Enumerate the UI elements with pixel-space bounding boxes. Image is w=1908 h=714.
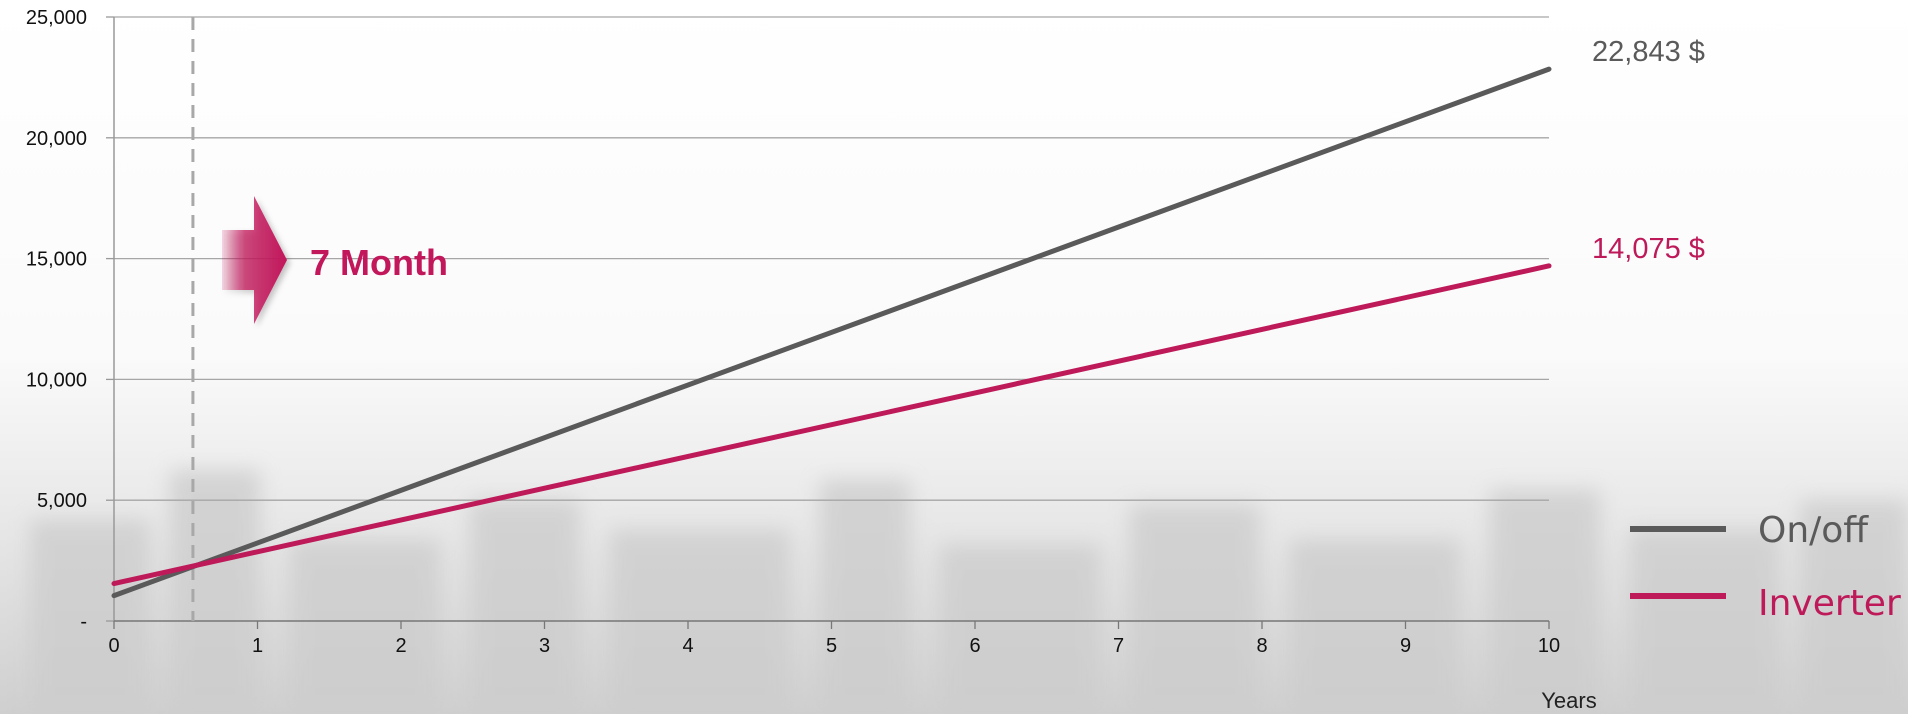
seven-month-annotation: 7 Month [310,242,448,283]
x-tick-label-1: 1 [252,635,263,657]
y-tick-label-1: 5,000 [37,490,87,512]
on-off-end-value-label: 22,843 $ [1592,36,1705,68]
y-tick-label-4: 20,000 [26,128,87,150]
y-axis-ticks: - 5,000 10,000 15,000 20,000 25,000 [26,7,114,633]
series-line-inverter [111,263,1552,587]
y-tick-label-0: - [80,611,87,633]
x-tick-label-2: 2 [395,635,406,657]
seven-month-arrow [222,196,287,324]
inverter-end-value-label: 14,075 $ [1592,233,1705,265]
gridlines [114,16,1549,501]
y-tick-label-2: 10,000 [26,369,87,391]
y-tick-label-3: 15,000 [26,249,87,271]
legend: On/off Inverter [1630,510,1901,624]
x-axis-ticks: 0 1 2 3 4 5 6 7 8 9 10 [108,621,1560,657]
x-tick-label-10: 10 [1538,635,1560,657]
series-line-on-off [111,66,1552,599]
x-tick-label-3: 3 [539,635,550,657]
legend-label-inverter: Inverter [1758,583,1901,624]
y-tick-label-5: 25,000 [26,7,87,29]
x-tick-label-9: 9 [1400,635,1411,657]
x-tick-label-0: 0 [108,635,119,657]
x-tick-label-5: 5 [826,635,837,657]
x-tick-label-7: 7 [1113,635,1124,657]
x-tick-label-6: 6 [969,635,980,657]
series-lines [111,66,1552,599]
x-axis-title: Years [1541,688,1596,713]
x-tick-label-4: 4 [682,635,693,657]
legend-label-on-off: On/off [1758,510,1869,551]
x-tick-label-8: 8 [1256,635,1267,657]
